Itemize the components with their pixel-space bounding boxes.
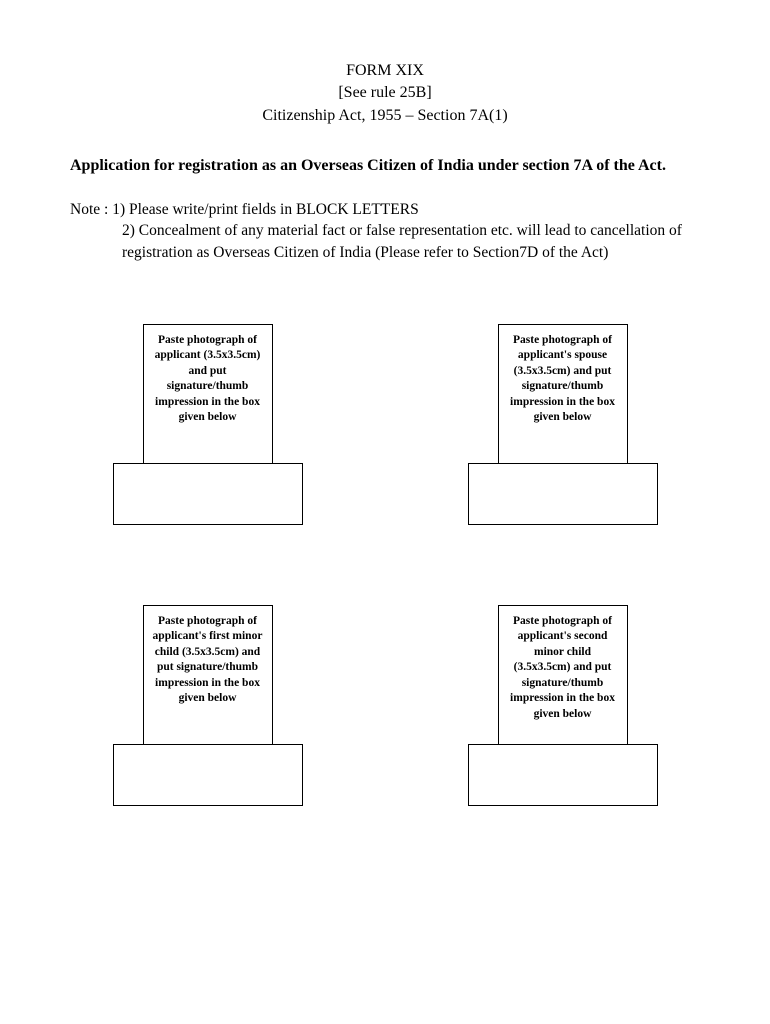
photo-grid: Paste photograph of applicant (3.5x3.5cm… <box>70 324 700 806</box>
note-block: Note : 1) Please write/print fields in B… <box>70 199 700 264</box>
photo-unit-applicant: Paste photograph of applicant (3.5x3.5cm… <box>100 324 315 525</box>
photo-box-second-child: Paste photograph of applicant's second m… <box>498 605 628 745</box>
signature-box-second-child <box>468 744 658 806</box>
note-item-1: 1) Please write/print fields in BLOCK LE… <box>112 201 419 218</box>
header-line-1: FORM XIX <box>70 60 700 82</box>
photo-box-text: Paste photograph of applicant (3.5x3.5cm… <box>150 333 266 426</box>
note-item-2: 2) Concealment of any material fact or f… <box>70 220 700 263</box>
photo-box-text: Paste photograph of applicant's first mi… <box>150 614 266 707</box>
photo-unit-first-child: Paste photograph of applicant's first mi… <box>100 605 315 806</box>
photo-unit-second-child: Paste photograph of applicant's second m… <box>455 605 670 806</box>
photo-unit-spouse: Paste photograph of applicant's spouse (… <box>455 324 670 525</box>
form-title: Application for registration as an Overs… <box>70 155 700 177</box>
signature-box-applicant <box>113 463 303 525</box>
photo-box-text: Paste photograph of applicant's spouse (… <box>505 333 621 426</box>
photo-box-first-child: Paste photograph of applicant's first mi… <box>143 605 273 745</box>
header-line-2: [See rule 25B] <box>70 82 700 104</box>
signature-box-spouse <box>468 463 658 525</box>
photo-box-applicant: Paste photograph of applicant (3.5x3.5cm… <box>143 324 273 464</box>
form-header: FORM XIX [See rule 25B] Citizenship Act,… <box>70 60 700 127</box>
photo-box-text: Paste photograph of applicant's second m… <box>505 614 621 723</box>
photo-box-spouse: Paste photograph of applicant's spouse (… <box>498 324 628 464</box>
signature-box-first-child <box>113 744 303 806</box>
note-label: Note : <box>70 201 112 218</box>
header-line-3: Citizenship Act, 1955 – Section 7A(1) <box>70 105 700 127</box>
